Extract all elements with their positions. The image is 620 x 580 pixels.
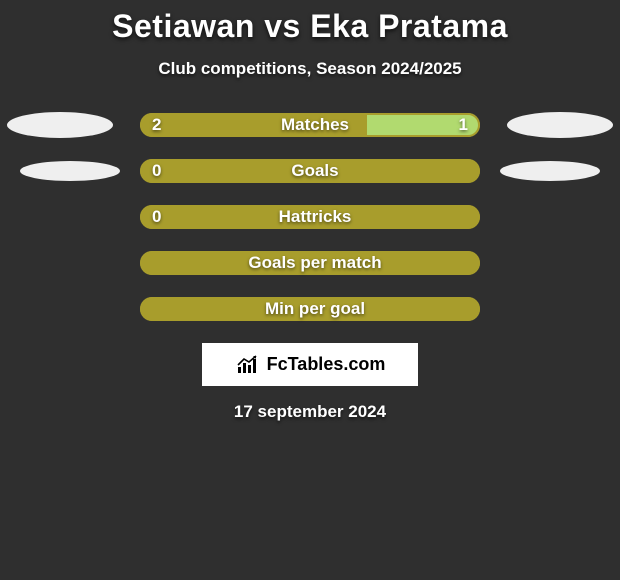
stat-bar: [140, 205, 480, 229]
stat-bar: [140, 297, 480, 321]
stats-list: 2Matches1 0Goals 0Hattricks Goals per match…: [0, 113, 620, 321]
stat-bar: [140, 251, 480, 275]
stat-row: 0Hattricks: [0, 205, 620, 229]
player1-fill: [140, 205, 480, 229]
stat-bar: [140, 159, 480, 183]
brand-logo-icon: [235, 354, 261, 376]
player2-badge: [507, 112, 613, 138]
page-title: Setiawan vs Eka Pratama: [0, 8, 620, 45]
player1-badge: [7, 112, 113, 138]
brand-box[interactable]: FcTables.com: [202, 343, 418, 386]
stat-row: Goals per match: [0, 251, 620, 275]
player1-fill: [140, 251, 480, 275]
stat-row: 2Matches1: [0, 113, 620, 137]
comparison-widget: Setiawan vs Eka Pratama Club competition…: [0, 0, 620, 580]
stat-bar: [140, 113, 480, 137]
player1-fill: [140, 113, 367, 137]
page-subtitle: Club competitions, Season 2024/2025: [0, 59, 620, 79]
player1-badge: [20, 161, 120, 181]
date-stamp: 17 september 2024: [0, 402, 620, 422]
player1-fill: [140, 297, 480, 321]
player2-fill: [367, 113, 480, 137]
brand-text: FcTables.com: [267, 354, 386, 375]
stat-row: Min per goal: [0, 297, 620, 321]
player2-badge: [500, 161, 600, 181]
player1-fill: [140, 159, 480, 183]
stat-row: 0Goals: [0, 159, 620, 183]
